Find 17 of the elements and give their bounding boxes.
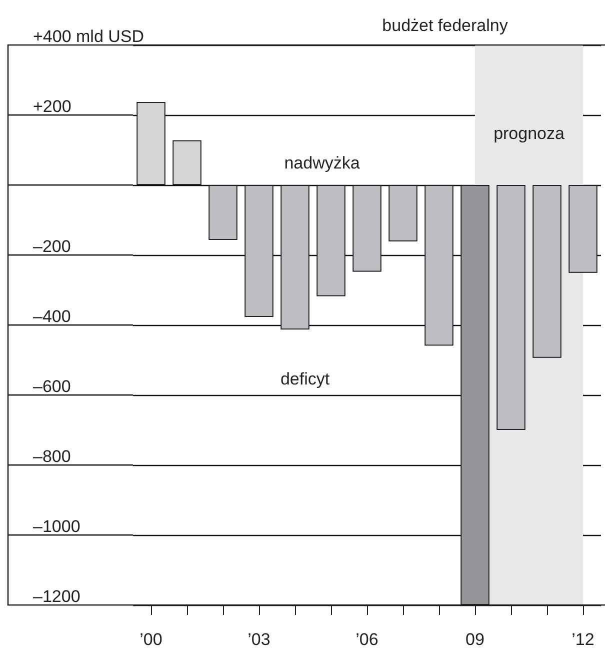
y-tick-label: +200 <box>33 97 72 116</box>
y-tick-label: –1200 <box>33 587 80 606</box>
y-tick-label: –1000 <box>33 517 80 536</box>
annotation: nadwyżka <box>284 154 360 172</box>
y-tick-label: –600 <box>33 377 71 396</box>
y-tick-label: +400 mld USD <box>33 27 144 46</box>
y-tick-label: –800 <box>33 447 71 466</box>
annotation: deficyt <box>280 370 330 388</box>
x-tick-label: ’06 <box>356 630 378 649</box>
x-tick-label: 09 <box>466 630 484 649</box>
x-tick-label: ’12 <box>572 630 594 649</box>
x-tick-label: ’03 <box>248 630 270 649</box>
chart-title: budżet federalny <box>382 16 508 35</box>
x-tick-label: ’00 <box>140 630 162 649</box>
band-label: prognoza <box>494 124 565 143</box>
y-tick-label: –200 <box>33 237 71 256</box>
y-tick-label: –400 <box>33 307 71 326</box>
